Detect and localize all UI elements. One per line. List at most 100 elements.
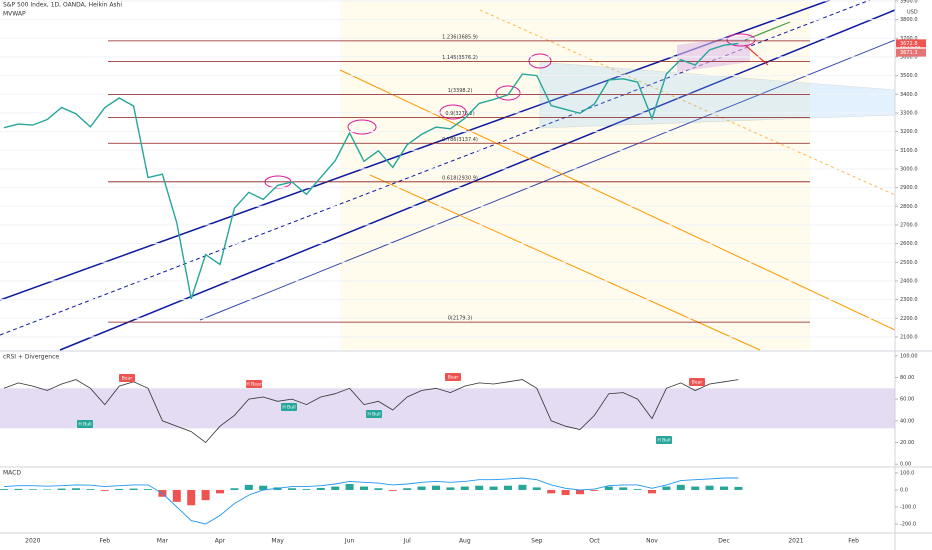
fib-label: 1.145(3576.2) <box>442 55 478 61</box>
histogram-bar <box>720 486 728 490</box>
y-tick-label: 3900.0 <box>900 0 918 4</box>
y-tick-label: 2800.0 <box>900 204 918 210</box>
signal-label: Bear <box>448 375 459 381</box>
x-tick-label: Jun <box>344 538 355 545</box>
signal-label: H Bear <box>246 382 261 388</box>
histogram-bar <box>734 486 743 490</box>
price-tag <box>896 39 926 48</box>
histogram-bar <box>662 486 671 490</box>
x-tick-label: Apr <box>215 538 226 545</box>
x-tick-label: Aug <box>459 538 471 545</box>
histogram-bar <box>100 489 109 491</box>
y-tick-label: 2100.0 <box>900 334 918 340</box>
chart-title: S&P 500 Index, 1D, OANDA, Heikin Ashi <box>3 2 122 9</box>
histogram-bar <box>460 486 469 490</box>
signal-box <box>77 420 93 428</box>
y-tick-label: 3000.0 <box>900 166 918 172</box>
histogram-bar <box>705 485 714 490</box>
pane-title: cRSI + Divergence <box>3 354 59 361</box>
y-tick-label: 3500.0 <box>900 73 918 79</box>
y-tick-label: -100.0 <box>900 504 916 510</box>
histogram-bar <box>57 488 66 490</box>
signal-box <box>656 436 672 444</box>
histogram-bar <box>86 489 95 490</box>
histogram-bar <box>331 486 340 490</box>
fib-label: 0.618(2930.9) <box>442 175 478 181</box>
x-tick-label: Dec <box>718 538 730 545</box>
highlight <box>495 85 521 101</box>
histogram-bar <box>201 489 210 501</box>
histogram-bar <box>475 485 484 490</box>
histogram-bar <box>374 488 383 490</box>
y-tick-label: 3700.0 <box>900 36 918 42</box>
histogram-bar <box>489 486 498 490</box>
y-tick-label: -200.0 <box>900 522 916 528</box>
countdown: 18:12:08 <box>900 45 920 51</box>
histogram-bar <box>561 489 570 496</box>
data-line <box>3 379 739 444</box>
highlight <box>347 119 377 135</box>
band <box>0 388 895 429</box>
fib-label: 0.786(3137.4) <box>442 137 478 143</box>
histogram-bar <box>345 484 354 490</box>
y-tick-label: 3600.0 <box>900 54 918 60</box>
histogram-bar <box>619 487 628 490</box>
fib-label: 1.236(3685.9) <box>442 34 478 40</box>
signal-box <box>246 380 262 388</box>
signal-box <box>281 403 297 411</box>
histogram-bar <box>576 489 584 495</box>
histogram-bar <box>0 489 8 490</box>
highlight <box>726 33 756 47</box>
y-tick-label: 2300.0 <box>900 297 918 303</box>
histogram-bar <box>417 486 426 490</box>
signal-box <box>689 378 705 386</box>
y-tick-label: 100.00 <box>900 353 918 359</box>
histogram-bar <box>691 486 700 490</box>
histogram-bar <box>360 486 368 490</box>
y-tick-label: 2200.0 <box>900 316 918 322</box>
histogram-bar <box>115 488 124 490</box>
fib-label: 0.9(3276.2) <box>445 111 474 117</box>
currency: USD <box>907 10 918 16</box>
x-tick-label: Feb <box>848 538 859 545</box>
histogram-bar <box>504 485 512 490</box>
histogram-bar <box>547 489 556 494</box>
histogram-bar <box>72 488 80 490</box>
channel-line <box>59 9 896 351</box>
y-tick-label: 2700.0 <box>900 222 918 228</box>
signal-label: H Bull <box>78 422 91 428</box>
signal-label: H Bull <box>282 405 295 411</box>
pane-title: MACD <box>3 470 21 477</box>
histogram-bar <box>244 484 253 490</box>
y-tick-label: 3400.0 <box>900 92 918 98</box>
y-tick-label: 80.00 <box>900 375 914 381</box>
channel-line <box>199 39 896 321</box>
x-tick-label: 2020 <box>25 538 40 545</box>
y-tick-label: 100.0 <box>900 470 914 476</box>
signal-box <box>119 374 135 382</box>
histogram-bar <box>633 489 642 490</box>
pitchfork-line <box>479 9 896 196</box>
x-tick-label: Oct <box>589 538 600 545</box>
histogram-bar <box>432 485 440 490</box>
price-tag-label: 3671.3 <box>900 50 918 56</box>
histogram-bar <box>14 488 23 490</box>
signal-label: H Bull <box>657 438 670 444</box>
histogram-bar <box>388 489 397 491</box>
x-tick-label: Nov <box>646 538 658 545</box>
y-tick-label: 2400.0 <box>900 278 918 284</box>
histogram-bar <box>316 487 325 490</box>
histogram-bar <box>288 488 296 490</box>
x-tick-label: Sep <box>531 538 543 545</box>
y-tick-label: 2900.0 <box>900 185 918 191</box>
histogram-bar <box>518 484 527 490</box>
y-tick-label: 2600.0 <box>900 241 918 247</box>
histogram-bar <box>187 489 196 506</box>
y-tick-label: 60.00 <box>900 397 914 403</box>
price-tag <box>896 48 926 57</box>
signal-label: H Bull <box>367 412 380 418</box>
histogram-bar <box>230 488 239 490</box>
y-tick-label: 20.00 <box>900 440 914 446</box>
histogram-bar <box>604 486 613 490</box>
